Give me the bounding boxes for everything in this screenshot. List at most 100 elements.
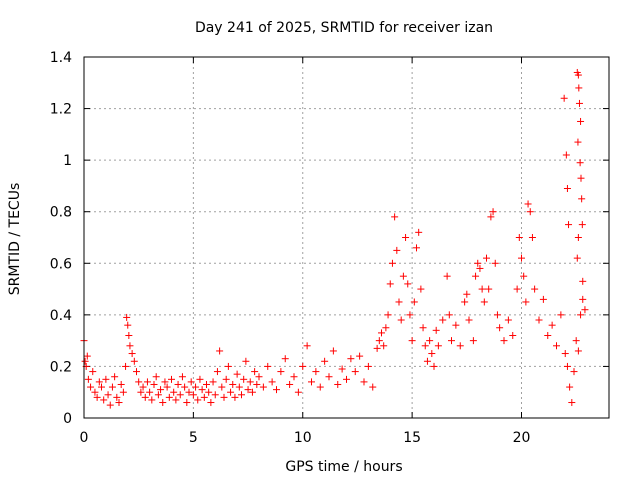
data-point <box>154 391 162 399</box>
data-point <box>351 368 359 376</box>
data-point <box>108 383 116 391</box>
data-point <box>428 350 436 358</box>
x-tick-label: 5 <box>189 430 198 446</box>
data-point <box>562 151 570 159</box>
data-point <box>526 208 534 216</box>
data-point <box>172 396 180 404</box>
data-point <box>386 280 394 288</box>
data-point <box>174 380 182 388</box>
data-point <box>393 246 401 254</box>
data-point <box>566 383 574 391</box>
data-point <box>397 316 405 324</box>
data-point <box>577 174 585 182</box>
data-point <box>356 352 364 360</box>
data-point <box>130 357 138 365</box>
data-point <box>157 386 165 394</box>
y-tick-label: 0.2 <box>50 359 72 375</box>
data-point <box>264 362 272 370</box>
data-point <box>277 368 285 376</box>
data-point <box>220 393 228 401</box>
data-point <box>561 350 569 358</box>
data-point <box>126 342 134 350</box>
data-point <box>581 306 589 314</box>
data-point <box>268 378 276 386</box>
data-point <box>491 259 499 267</box>
data-point <box>578 221 586 229</box>
data-point <box>413 244 420 252</box>
data-point <box>143 378 151 386</box>
data-point <box>233 370 241 378</box>
data-point <box>408 337 416 345</box>
data-point <box>303 342 311 350</box>
y-tick-label: 0 <box>63 411 72 427</box>
data-point <box>439 316 447 324</box>
data-point <box>211 391 219 399</box>
data-point <box>128 350 136 358</box>
x-tick-label: 20 <box>513 430 531 446</box>
data-point <box>312 368 320 376</box>
data-point <box>573 254 581 262</box>
data-point <box>259 383 267 391</box>
data-point <box>242 357 250 365</box>
data-point <box>124 321 132 329</box>
data-point <box>577 117 585 125</box>
data-point <box>91 388 99 396</box>
data-point <box>139 383 147 391</box>
data-point <box>378 329 385 337</box>
data-point <box>159 399 167 407</box>
data-point <box>478 285 486 293</box>
data-point <box>360 378 368 386</box>
y-tick-label: 0.8 <box>50 205 72 221</box>
data-point <box>520 272 528 280</box>
data-point <box>93 393 101 401</box>
data-point <box>329 347 337 355</box>
data-point <box>343 375 350 383</box>
data-point <box>574 234 582 241</box>
data-point <box>535 316 543 324</box>
data-point <box>469 337 477 345</box>
data-point <box>570 368 578 376</box>
axis-ticks: 0 5 10 15 20 0 0.2 0.4 0.6 0.8 1 1.2 1.4 <box>50 50 609 446</box>
data-point <box>364 362 372 370</box>
data-point <box>135 378 143 386</box>
data-point <box>192 383 200 391</box>
data-point <box>161 378 169 386</box>
data-point <box>528 234 536 241</box>
data-point <box>489 208 497 216</box>
data-point <box>483 254 490 262</box>
data-point <box>404 280 412 288</box>
data-point <box>152 373 160 381</box>
data-point <box>509 331 517 339</box>
data-point <box>181 383 189 391</box>
data-point <box>577 311 585 319</box>
y-axis-label: SRMTID / TECUs <box>7 183 23 296</box>
data-point <box>557 311 565 319</box>
x-tick-label: 0 <box>80 430 89 446</box>
data-point <box>229 380 237 388</box>
data-point <box>513 285 521 293</box>
data-point <box>123 313 131 321</box>
x-tick-label: 15 <box>403 430 421 446</box>
data-point <box>185 388 193 396</box>
data-point <box>417 285 425 293</box>
data-point <box>373 344 381 352</box>
data-point <box>518 254 525 262</box>
data-point <box>423 357 431 365</box>
data-point <box>227 388 235 396</box>
data-point <box>384 311 392 319</box>
data-point <box>125 331 133 339</box>
data-point <box>565 221 573 229</box>
chart-title: Day 241 of 2025, SRMTID for receiver iza… <box>195 20 493 36</box>
data-point <box>410 298 418 306</box>
data-point <box>218 383 226 391</box>
y-tick-label: 0.4 <box>50 308 72 324</box>
data-point <box>100 396 108 404</box>
data-point <box>187 378 195 386</box>
data-point <box>465 316 473 324</box>
data-point <box>391 213 399 221</box>
data-point <box>194 396 202 404</box>
data-point <box>500 337 508 345</box>
data-point <box>576 159 584 167</box>
data-point <box>87 383 95 391</box>
